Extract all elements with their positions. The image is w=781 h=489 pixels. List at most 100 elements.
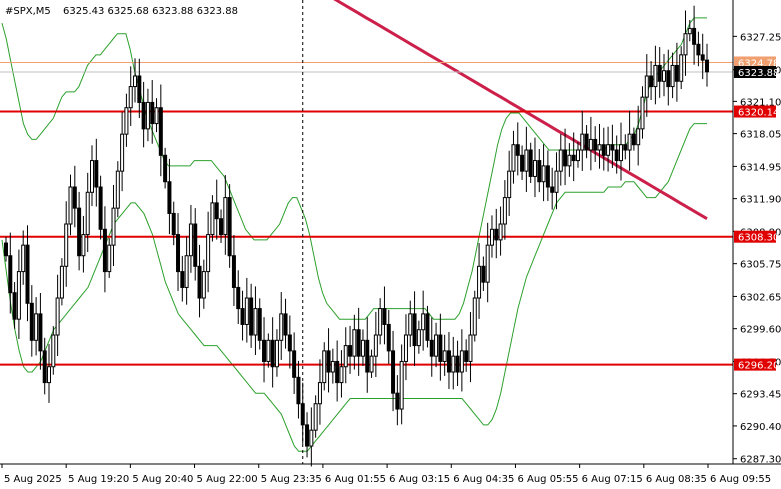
candle-body-down [29,302,34,341]
candle-body-up [81,234,86,257]
candle-body-up [107,244,112,273]
candle-body-up [636,128,641,146]
y-tick-label: 6299.60 [740,325,781,336]
candle-body-down [94,160,99,188]
candle-body-down [326,350,331,373]
candle-body-up [472,297,477,336]
candle-body-up [451,355,456,373]
level-label: 6296.20 [738,361,779,372]
candle-body-up [317,382,322,405]
candle-body-up [421,313,426,331]
x-tick-label: 5 Aug 22:00 [197,474,258,485]
candle-body-up [416,329,421,347]
candle-body-up [498,223,503,241]
candle-body-up [21,244,26,273]
candle-body-down [545,165,550,188]
candle-body-down [657,64,662,82]
candle-body-up [330,360,335,373]
x-tick-label: 5 Aug 23:35 [261,474,322,485]
x-tick-label: 5 Aug 19:20 [68,474,129,485]
chart-header-ohlc: 6325.43 6325.68 6323.88 6323.88 [63,6,238,17]
candle-body-up [541,165,546,183]
candle-body-down [593,138,598,151]
candle-body-down [386,323,391,352]
candle-body-up [59,265,64,299]
candle-body-down [219,218,224,236]
y-tick-label: 6327.25 [740,32,781,43]
candle-body-down [25,244,30,304]
candle-body-down [262,339,267,362]
candle-body-down [167,181,172,214]
y-tick-label: 6287.30 [740,455,781,466]
y-tick-label: 6293.45 [740,390,781,401]
candle-body-up [120,133,125,172]
candle-body-up [111,207,116,246]
candle-body-down [257,308,262,341]
y-tick-label: 6305.75 [740,260,781,271]
candle-body-down [550,186,555,193]
candle-body-down [227,197,232,257]
candle-body-up [51,334,56,368]
candle-body-up [459,350,464,373]
x-tick-label: 6 Aug 08:35 [646,474,707,485]
candle-body-down [610,144,615,151]
candle-body-up [580,133,585,151]
candle-body-down [674,64,679,82]
candle-body-down [584,133,589,151]
x-tick-label: 6 Aug 07:15 [582,474,643,485]
candle-body-up [145,101,150,130]
candle-body-down [158,107,163,156]
candle-body-up [188,223,193,257]
candle-body-up [360,339,365,357]
candle-body-up [597,144,602,151]
level-label-bg [734,105,776,118]
candle-body-down [214,202,219,220]
candle-body-down [12,292,17,320]
candle-body-down [335,360,340,384]
x-tick-label: 6 Aug 09:55 [710,474,771,485]
candle-body-up [124,107,129,135]
candle-body-down [4,242,8,257]
last-price-label-bg [734,65,776,78]
candle-body-up [644,75,649,98]
candle-body-up [223,197,228,236]
candle-body-down [287,334,292,352]
candle-body-down [429,339,434,357]
level-label: 6308.30 [738,233,779,244]
candle-body-up [661,70,666,82]
candle-body-down [395,392,400,410]
x-tick-label: 6 Aug 01:55 [325,474,386,485]
candle-body-down [455,355,460,373]
candle-body-up [68,186,73,225]
moving-average-line [333,0,708,220]
candle-body-down [137,75,142,103]
candle-body-up [206,234,211,273]
candle-body-up [567,154,572,167]
candle-body-down [494,228,499,241]
candle-body-down [356,329,361,357]
candle-body-down [102,228,107,273]
candle-body-up [274,339,279,368]
candle-body-up [373,334,378,357]
candle-body-up [558,149,563,172]
candle-body-down [270,339,275,368]
bollinger-lower-line [1,123,707,452]
candle-body-down [649,75,654,88]
candle-body-up [408,313,413,336]
x-tick-label: 6 Aug 03:15 [389,474,450,485]
candle-body-up [16,271,21,320]
y-tick-label: 6314.95 [740,162,781,173]
x-tick-label: 6 Aug 04:35 [453,474,514,485]
y-tick-label: 6318.05 [740,130,781,141]
candle-body-up [489,228,494,246]
candle-body-down [601,144,606,156]
candle-body-down [438,334,443,362]
candle-body-up [34,313,39,341]
candle-body-up [606,144,611,156]
candle-body-up [128,86,133,109]
candle-body-up [115,170,120,209]
candle-body-up [468,334,473,362]
candle-body-up [210,202,215,236]
